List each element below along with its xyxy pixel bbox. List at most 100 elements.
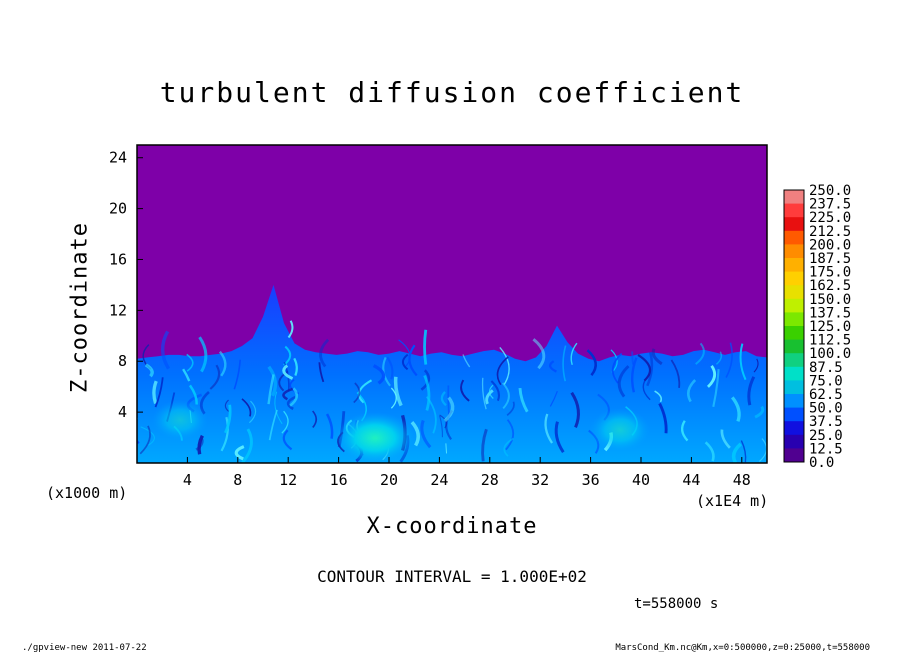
- turbulence-streak: [704, 441, 715, 462]
- y-tick-label: 24: [109, 149, 127, 167]
- x-tick-label: 32: [531, 471, 549, 489]
- turbulence-streak: [268, 409, 278, 441]
- turbulence-streak: [586, 349, 597, 376]
- turbulence-streak: [695, 342, 705, 365]
- turbulence-streak: [426, 396, 437, 434]
- turbulence-streak: [137, 416, 139, 420]
- colorbar: 250.0237.5225.0212.5200.0187.5175.0162.5…: [783, 183, 851, 471]
- y-axis-label: Z-coordinate: [67, 222, 93, 393]
- turbulence-streak: [220, 416, 229, 452]
- turbulence-streak: [706, 364, 717, 388]
- turbulence-streak: [160, 330, 171, 370]
- turbulence-hotspot: [590, 408, 650, 452]
- colorbar-swatch: [784, 339, 804, 354]
- turbulence-streak: [754, 405, 765, 419]
- colorbar-swatch: [784, 312, 804, 327]
- y-tick-label: 16: [109, 250, 127, 268]
- turbulence-streak: [195, 439, 204, 451]
- turbulence-streak: [198, 336, 208, 373]
- turbulence-streaks: [137, 320, 767, 463]
- turbulence-streak: [439, 415, 443, 438]
- turbulence-streak: [423, 374, 431, 411]
- colorbar-swatch: [784, 434, 804, 449]
- time-label: t=558000 s: [634, 596, 719, 612]
- x-tick-label: 16: [330, 471, 348, 489]
- turbulence-streak: [289, 387, 299, 407]
- colorbar-level-label: 125.0: [809, 319, 851, 335]
- turbulence-streak: [241, 428, 253, 463]
- turbulence-streak: [554, 421, 565, 454]
- x-tick-label: 44: [682, 471, 700, 489]
- turbulence-streak: [398, 339, 411, 367]
- colorbar-swatch: [784, 271, 804, 286]
- turbulence-streak: [267, 374, 275, 405]
- turbulence-streak: [505, 419, 515, 451]
- colorbar-level-label: 50.0: [809, 401, 843, 417]
- colorbar-swatch: [784, 190, 804, 205]
- turbulence-streak: [353, 382, 361, 404]
- turbulence-streak: [293, 357, 298, 376]
- turbulence-streak: [499, 346, 510, 385]
- turbulence-streak: [747, 376, 756, 406]
- turbulence-streak: [730, 396, 741, 422]
- x-tick-label: 12: [279, 471, 297, 489]
- colorbar-swatch: [784, 230, 804, 245]
- turbulence-streak: [611, 353, 623, 384]
- colorbar-level-label: 175.0: [809, 265, 851, 281]
- turbulence-streak: [481, 428, 488, 462]
- footer-left: ./gpview-new 2011-07-22: [22, 643, 147, 653]
- colorbar-level-label: 150.0: [809, 292, 851, 308]
- colorbar-level-label: 62.5: [809, 387, 843, 403]
- turbulence-streak: [197, 434, 204, 455]
- colorbar-swatch: [784, 448, 804, 463]
- turbulence-streak: [630, 357, 638, 393]
- turbulence-streak: [281, 410, 289, 434]
- turbulence-streak: [319, 338, 330, 368]
- colorbar-level-label: 12.5: [809, 441, 843, 457]
- x-unit-label: (x1000 m): [46, 484, 128, 502]
- turbulence-streak: [248, 400, 257, 424]
- turbulence-streak: [617, 365, 630, 398]
- turbulence-streak: [186, 353, 194, 372]
- colorbar-swatch: [784, 258, 804, 273]
- colorbar-level-label: 25.0: [809, 428, 843, 444]
- turbulence-streak: [549, 360, 557, 373]
- turbulence-streak: [637, 353, 652, 382]
- turbulence-streak: [712, 369, 720, 408]
- footer-right: MarsCond_Km.nc@Km,x=0:500000,z=0:25000,t…: [615, 643, 870, 653]
- turbulence-streak: [312, 410, 318, 428]
- y-tick-label: 4: [118, 403, 127, 421]
- turbulence-streak: [681, 420, 689, 442]
- x-tick-label: 24: [430, 471, 448, 489]
- y-axis-ticks: 4 8 12 16 20 24: [109, 149, 143, 421]
- y-tick-label: 20: [109, 200, 127, 218]
- turbulence-streak: [420, 369, 431, 391]
- x-tick-label: 20: [380, 471, 398, 489]
- turbulence-streak: [241, 398, 252, 417]
- colorbar-swatch: [784, 217, 804, 232]
- turbulence-streak: [496, 356, 509, 386]
- turbulence-streak: [140, 426, 155, 446]
- colorbar-level-label: 112.5: [809, 333, 851, 349]
- turbulence-streak: [503, 437, 514, 457]
- colorbar-level-label: 250.0: [809, 183, 851, 199]
- turbulence-streak: [234, 445, 245, 461]
- turbulence-streak: [654, 390, 663, 403]
- turbulence-streak: [488, 384, 494, 399]
- turbulence-streak: [720, 429, 731, 449]
- turbulence-streak: [462, 354, 471, 368]
- turbulence-hotspot: [335, 412, 415, 463]
- colorbar-level-label: 37.5: [809, 414, 843, 430]
- turbulence-streak: [282, 387, 294, 401]
- colorbar-level-label: 200.0: [809, 237, 851, 253]
- colorbar-swatch: [784, 394, 804, 409]
- turbulence-streak: [686, 379, 697, 403]
- colorbar-swatch: [784, 298, 804, 313]
- turbulence-streak: [410, 420, 420, 447]
- turbulence-streak: [224, 404, 232, 434]
- turbulence-streak: [287, 320, 294, 339]
- colorbar-swatch: [784, 380, 804, 395]
- turbulence-streak: [651, 348, 663, 366]
- turbulence-streak: [460, 379, 470, 402]
- colorbar-swatch: [784, 366, 804, 381]
